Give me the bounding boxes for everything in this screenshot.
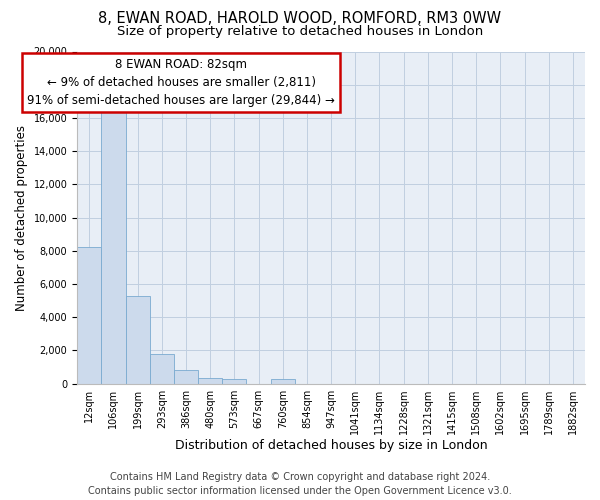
X-axis label: Distribution of detached houses by size in London: Distribution of detached houses by size …	[175, 440, 487, 452]
Bar	[174, 370, 198, 384]
Bar	[77, 248, 101, 384]
Text: 8, EWAN ROAD, HAROLD WOOD, ROMFORD, RM3 0WW: 8, EWAN ROAD, HAROLD WOOD, ROMFORD, RM3 …	[98, 11, 502, 26]
Y-axis label: Number of detached properties: Number of detached properties	[15, 124, 28, 310]
Text: Contains HM Land Registry data © Crown copyright and database right 2024.
Contai: Contains HM Land Registry data © Crown c…	[88, 472, 512, 496]
Bar	[125, 296, 150, 384]
Bar	[222, 380, 247, 384]
Text: Size of property relative to detached houses in London: Size of property relative to detached ho…	[117, 25, 483, 38]
Bar	[271, 380, 295, 384]
Bar	[198, 378, 222, 384]
Bar	[101, 110, 125, 384]
Bar	[150, 354, 174, 384]
Text: 8 EWAN ROAD: 82sqm
← 9% of detached houses are smaller (2,811)
91% of semi-detac: 8 EWAN ROAD: 82sqm ← 9% of detached hous…	[27, 58, 335, 107]
